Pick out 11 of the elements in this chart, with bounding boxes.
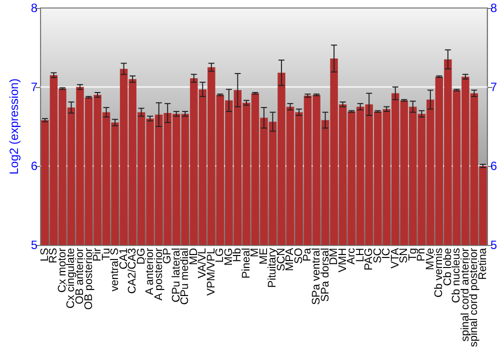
y-tick-label: 5 [30,238,38,252]
y2-tick-label: 6 [490,158,498,173]
y-tick-label: 7 [30,80,38,94]
y-tick-label: 6 [30,158,38,173]
y-tick-label: 8 [30,1,38,15]
x-tick-label: Tg [406,248,419,261]
y2-tick-label: 5 [490,238,498,252]
y2-tick-label: 7 [490,80,498,94]
y-axis-title: Log2 (expression) [7,78,21,175]
y2-tick-label: 8 [490,1,498,15]
x-tick-label: A posterior [152,248,165,301]
